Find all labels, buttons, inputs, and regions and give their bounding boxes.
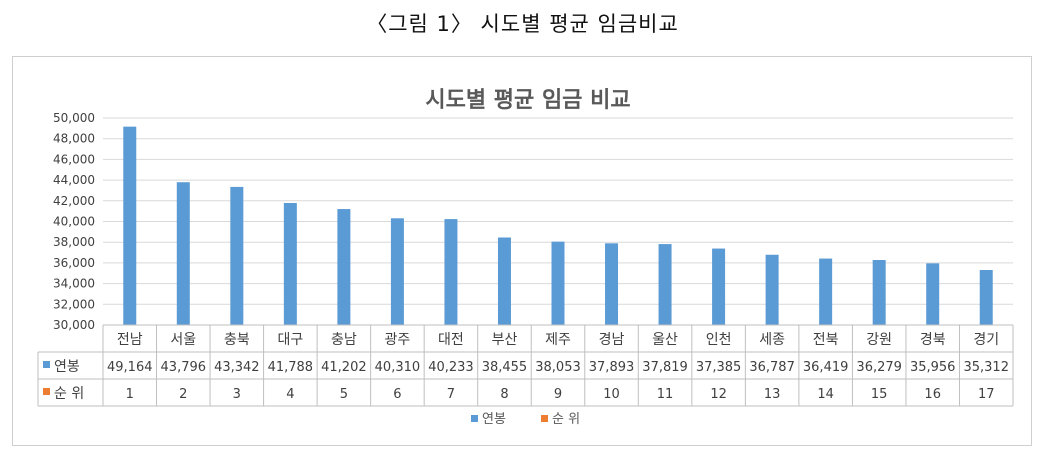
data-value: 35,956 <box>910 360 956 375</box>
data-value: 14 <box>817 387 834 402</box>
y-tick-label: 38,000 <box>53 235 95 249</box>
category-label: 전남 <box>117 332 143 348</box>
series-swatch <box>43 388 50 395</box>
data-value: 40,233 <box>428 360 474 375</box>
data-value: 10 <box>603 387 620 402</box>
category-label: 경남 <box>599 332 625 348</box>
bar <box>123 126 137 325</box>
bar <box>337 209 351 325</box>
data-value: 36,787 <box>749 360 795 375</box>
legend-label: 연봉 <box>482 412 506 427</box>
bar <box>872 260 886 325</box>
category-label: 인천 <box>706 332 732 348</box>
data-value: 3 <box>233 387 241 402</box>
data-value: 9 <box>554 387 562 402</box>
data-value: 15 <box>871 387 888 402</box>
y-tick-label: 40,000 <box>53 215 95 229</box>
category-label: 제주 <box>545 332 571 348</box>
data-value: 38,455 <box>482 360 528 375</box>
category-label: 광주 <box>385 332 411 348</box>
category-label: 충북 <box>224 332 250 348</box>
data-value: 36,279 <box>856 360 902 375</box>
y-tick-label: 48,000 <box>53 132 95 146</box>
y-tick-label: 32,000 <box>53 297 95 311</box>
y-tick-label: 44,000 <box>53 173 95 187</box>
y-tick-label: 42,000 <box>53 194 95 208</box>
category-label: 충남 <box>331 332 357 348</box>
data-value: 41,202 <box>321 360 367 375</box>
legend: 연봉 순 위 <box>471 412 580 427</box>
chart-container: 시도별 평균 임금 비교 30,000 32,000 34,000 36,000 38,… <box>12 56 1032 446</box>
bar <box>444 219 458 325</box>
category-label: 부산 <box>492 332 518 348</box>
data-value: 5 <box>340 387 348 402</box>
y-axis-ticks: 30,000 32,000 34,000 36,000 38,000 40,000 42,0… <box>53 111 95 332</box>
bar <box>819 258 833 325</box>
chart-title: 시도별 평균 임금 비교 <box>425 88 630 113</box>
data-value: 11 <box>657 387 674 402</box>
data-value: 17 <box>978 387 995 402</box>
data-value: 37,385 <box>696 360 742 375</box>
category-label: 경기 <box>973 332 999 348</box>
series-label: 연봉 <box>54 359 80 375</box>
data-value: 4 <box>286 387 294 402</box>
category-label: 대구 <box>277 332 303 348</box>
y-tick-label: 50,000 <box>53 111 95 125</box>
data-value: 43,342 <box>214 360 260 375</box>
series-swatch <box>43 361 50 368</box>
category-label: 강원 <box>866 332 892 348</box>
bars <box>123 126 993 325</box>
data-value: 35,312 <box>963 360 1009 375</box>
data-value: 1 <box>126 387 134 402</box>
data-value: 37,893 <box>589 360 635 375</box>
bar <box>765 254 779 325</box>
data-value: 36,419 <box>803 360 849 375</box>
data-value: 8 <box>500 387 508 402</box>
category-label: 울산 <box>652 332 678 348</box>
y-tick-label: 30,000 <box>53 318 95 332</box>
bar <box>605 243 619 325</box>
bar <box>176 182 190 325</box>
figure-caption: 〈그림 1〉 시도별 평균 임금비교 <box>366 12 679 36</box>
category-label: 세종 <box>759 332 785 348</box>
data-value: 13 <box>764 387 781 402</box>
bar <box>979 270 993 325</box>
category-label: 대전 <box>438 332 464 348</box>
data-value: 12 <box>710 387 727 402</box>
category-label: 전북 <box>813 332 839 348</box>
data-value: 41,788 <box>268 360 314 375</box>
bar <box>712 248 726 325</box>
y-tick-label: 36,000 <box>53 256 95 270</box>
data-value: 38,053 <box>535 360 581 375</box>
data-value: 49,164 <box>107 360 153 375</box>
data-value: 16 <box>924 387 941 402</box>
data-value: 7 <box>447 387 455 402</box>
data-value: 40,310 <box>375 360 421 375</box>
bar <box>658 244 672 325</box>
bar <box>283 202 297 325</box>
data-value: 6 <box>393 387 401 402</box>
y-tick-label: 34,000 <box>53 277 95 291</box>
bar <box>497 237 511 325</box>
bar <box>230 186 244 325</box>
salary-bar-chart: 시도별 평균 임금 비교 30,000 32,000 34,000 36,000 38,… <box>37 88 1014 427</box>
y-tick-label: 46,000 <box>53 152 95 166</box>
category-label: 서울 <box>170 332 196 348</box>
data-value: 43,796 <box>161 360 207 375</box>
bar <box>390 218 404 325</box>
legend-swatch <box>471 415 478 422</box>
legend-label: 순 위 <box>552 412 580 427</box>
data-value: 37,819 <box>642 360 688 375</box>
bar <box>551 241 565 325</box>
legend-swatch <box>541 415 548 422</box>
bar <box>926 263 940 325</box>
category-label: 경북 <box>920 332 946 348</box>
data-value: 2 <box>179 387 187 402</box>
series-label: 순 위 <box>54 386 84 402</box>
